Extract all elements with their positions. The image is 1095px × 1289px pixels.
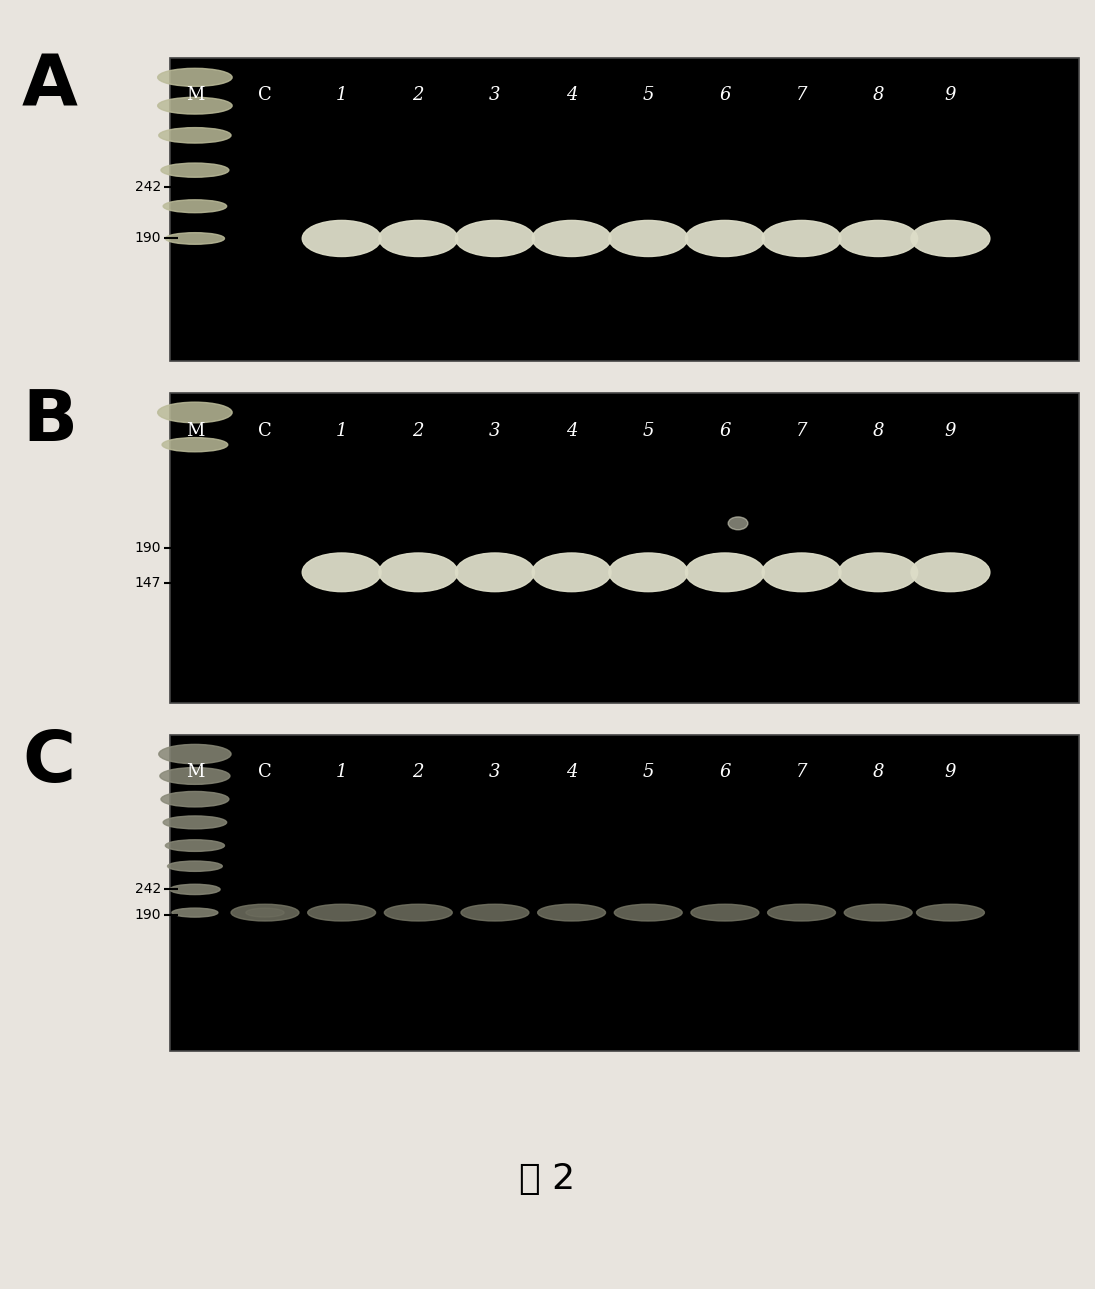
Text: 图 2: 图 2 xyxy=(519,1163,576,1196)
Bar xyxy=(170,58,1079,361)
Ellipse shape xyxy=(170,884,220,895)
Ellipse shape xyxy=(379,553,458,592)
Text: 242: 242 xyxy=(135,883,161,896)
Ellipse shape xyxy=(159,128,231,143)
Text: 7: 7 xyxy=(796,763,807,781)
Ellipse shape xyxy=(165,232,224,245)
Text: 3: 3 xyxy=(489,86,500,104)
Text: 6: 6 xyxy=(719,86,730,104)
Ellipse shape xyxy=(160,767,230,784)
Ellipse shape xyxy=(762,220,841,257)
Ellipse shape xyxy=(158,68,232,86)
Ellipse shape xyxy=(609,220,688,257)
Ellipse shape xyxy=(461,905,529,920)
Ellipse shape xyxy=(685,553,764,592)
Text: 190: 190 xyxy=(135,541,161,554)
Text: 7: 7 xyxy=(796,86,807,104)
Ellipse shape xyxy=(691,905,759,920)
Ellipse shape xyxy=(158,97,232,115)
Ellipse shape xyxy=(532,553,611,592)
Ellipse shape xyxy=(839,553,918,592)
Ellipse shape xyxy=(532,220,611,257)
Text: 3: 3 xyxy=(489,763,500,781)
Text: 9: 9 xyxy=(945,763,956,781)
Text: 8: 8 xyxy=(873,763,884,781)
Ellipse shape xyxy=(614,905,682,920)
Ellipse shape xyxy=(172,907,218,918)
Text: 4: 4 xyxy=(566,86,577,104)
Ellipse shape xyxy=(168,861,222,871)
Ellipse shape xyxy=(302,220,381,257)
Ellipse shape xyxy=(685,220,764,257)
Text: 3: 3 xyxy=(489,422,500,440)
Ellipse shape xyxy=(911,220,990,257)
Text: 2: 2 xyxy=(413,763,424,781)
Text: M: M xyxy=(186,86,204,104)
Ellipse shape xyxy=(456,220,534,257)
Text: M: M xyxy=(186,763,204,781)
Text: 1: 1 xyxy=(336,763,347,781)
Ellipse shape xyxy=(161,162,229,177)
Ellipse shape xyxy=(158,402,232,423)
Ellipse shape xyxy=(163,816,227,829)
Text: 242: 242 xyxy=(135,180,161,193)
Ellipse shape xyxy=(163,200,227,213)
Text: M: M xyxy=(186,422,204,440)
Text: 6: 6 xyxy=(719,763,730,781)
Ellipse shape xyxy=(839,220,918,257)
Ellipse shape xyxy=(165,840,224,852)
Text: 6: 6 xyxy=(719,422,730,440)
Ellipse shape xyxy=(245,907,285,918)
Ellipse shape xyxy=(609,553,688,592)
Text: 4: 4 xyxy=(566,422,577,440)
Text: 9: 9 xyxy=(945,86,956,104)
Ellipse shape xyxy=(159,745,231,763)
Text: 9: 9 xyxy=(945,422,956,440)
Ellipse shape xyxy=(917,905,984,920)
Text: 190: 190 xyxy=(135,232,161,245)
Text: C: C xyxy=(258,86,272,104)
Ellipse shape xyxy=(231,905,299,920)
Ellipse shape xyxy=(308,905,376,920)
Text: 1: 1 xyxy=(336,86,347,104)
Ellipse shape xyxy=(162,437,228,452)
Bar xyxy=(170,393,1079,703)
Text: 2: 2 xyxy=(413,86,424,104)
Text: 5: 5 xyxy=(643,422,654,440)
Text: 147: 147 xyxy=(135,576,161,589)
Bar xyxy=(170,735,1079,1051)
Text: C: C xyxy=(258,422,272,440)
Text: C: C xyxy=(258,763,272,781)
Ellipse shape xyxy=(456,553,534,592)
Text: 4: 4 xyxy=(566,763,577,781)
Ellipse shape xyxy=(384,905,452,920)
Ellipse shape xyxy=(728,517,748,530)
Ellipse shape xyxy=(538,905,606,920)
Ellipse shape xyxy=(379,220,458,257)
Text: 5: 5 xyxy=(643,86,654,104)
Text: B: B xyxy=(22,387,77,456)
Ellipse shape xyxy=(844,905,912,920)
Text: 8: 8 xyxy=(873,86,884,104)
Text: 2: 2 xyxy=(413,422,424,440)
Ellipse shape xyxy=(762,553,841,592)
Text: 5: 5 xyxy=(643,763,654,781)
Text: 7: 7 xyxy=(796,422,807,440)
Text: 8: 8 xyxy=(873,422,884,440)
Text: 1: 1 xyxy=(336,422,347,440)
Text: 190: 190 xyxy=(135,909,161,922)
Ellipse shape xyxy=(911,553,990,592)
Text: A: A xyxy=(22,52,78,121)
Ellipse shape xyxy=(161,791,229,807)
Ellipse shape xyxy=(768,905,835,920)
Ellipse shape xyxy=(302,553,381,592)
Text: C: C xyxy=(22,728,74,798)
